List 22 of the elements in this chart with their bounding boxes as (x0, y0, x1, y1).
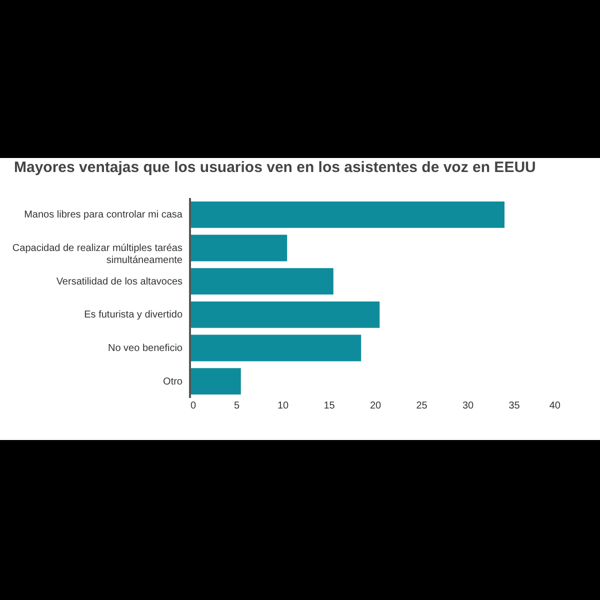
x-tick-label: 30 (462, 400, 474, 412)
x-tick-label: 40 (549, 400, 561, 412)
x-tick-label: 15 (324, 400, 336, 412)
x-tick-label: 20 (370, 400, 382, 412)
x-tick-label: 0 (190, 400, 196, 412)
bar (190, 334, 362, 362)
chart-title: Mayores ventajas que los usuarios ven en los asistentes de voz en EEUU (14, 159, 536, 176)
x-tick-label: 25 (416, 400, 428, 412)
bar (190, 234, 288, 262)
x-tick-label: 10 (277, 400, 289, 412)
bar (190, 201, 504, 228)
bar (190, 268, 334, 295)
x-tick-label: 5 (234, 400, 240, 412)
y-tick-label: Otro (163, 376, 183, 388)
y-tick-label: Versatilidad de los altavoces (56, 276, 182, 288)
bar (190, 368, 241, 395)
bar (190, 301, 380, 328)
y-tick-label: Manos libres para controlar mi casa (24, 210, 183, 221)
y-tick-label: Es futurista y divertido (84, 310, 183, 321)
y-tick-label: No veo beneficio (108, 343, 183, 354)
y-tick-label: Capacidad de realizar múltiples taréas simultáneamente (12, 243, 183, 266)
x-tick-label: 35 (508, 400, 520, 412)
